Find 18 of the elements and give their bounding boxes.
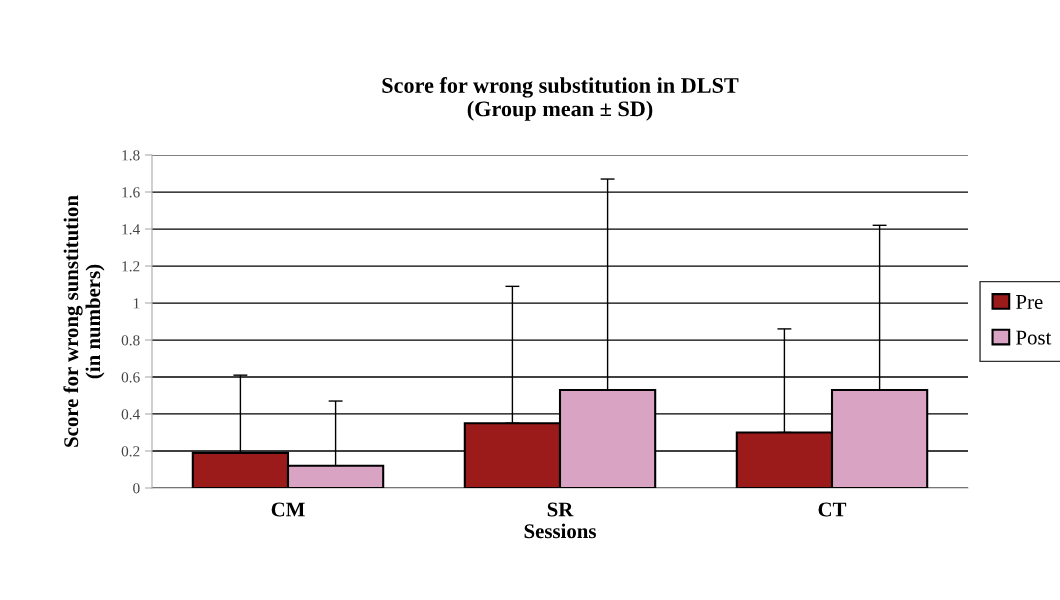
x-axis-title: Sessions <box>524 523 596 539</box>
y-tick-label: 1.8 <box>122 150 140 161</box>
y-tick-label: 0 <box>133 483 140 494</box>
legend-label: Post <box>1016 330 1052 345</box>
y-tick-label: 1.2 <box>122 261 140 272</box>
y-axis-title: Score for wrong sunstitution (in numbers) <box>63 195 105 447</box>
x-tick-label: CM <box>271 502 305 517</box>
y-tick-label: 0.2 <box>121 446 140 457</box>
legend-label: Pre <box>1016 295 1043 309</box>
y-tick-label: 1 <box>133 298 140 309</box>
y-tick-label: 1.6 <box>122 187 140 198</box>
y-tick-label: 0.4 <box>121 409 140 420</box>
chart-title: Score for wrong substitution in DLST (Group mean ± SD) <box>382 77 739 121</box>
x-tick-label: SR <box>547 502 574 517</box>
y-tick-label: 0.6 <box>121 372 140 383</box>
y-tick-label: 0.8 <box>121 335 140 346</box>
x-tick-label: CT <box>818 502 847 517</box>
y-tick-label: 1.4 <box>122 224 140 235</box>
